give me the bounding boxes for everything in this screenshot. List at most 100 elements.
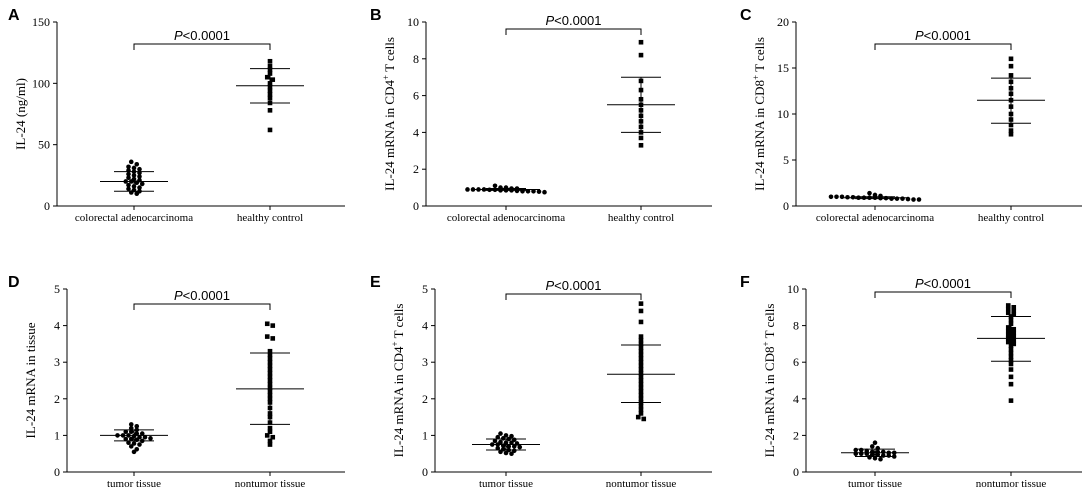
y-tick-label: 2 [422, 392, 428, 406]
data-point [511, 437, 517, 443]
data-point [131, 169, 137, 174]
data-point [267, 414, 273, 420]
data-point [267, 348, 273, 354]
data-point [638, 345, 644, 350]
data-point [1011, 312, 1017, 317]
data-point [128, 436, 134, 442]
y-axis-label: IL-24 (ng/ml) [13, 78, 28, 150]
data-point [267, 63, 273, 69]
data-point [894, 196, 900, 201]
data-point [1005, 332, 1011, 338]
data-point [131, 184, 137, 189]
data-point [638, 381, 644, 387]
data-point [641, 416, 647, 422]
data-point [542, 189, 547, 195]
data-point [880, 449, 886, 455]
data-point [137, 185, 142, 190]
x-category-label: colorectal adenocarcinoma [447, 212, 565, 224]
data-point [131, 433, 137, 439]
x-category-label: tumor tissue [848, 478, 902, 490]
y-axis-label: IL-24 mRNA in tissue [23, 322, 38, 438]
y-tick-label: 3 [54, 355, 60, 369]
y-tick-label: 0 [793, 465, 799, 479]
data-point [638, 407, 644, 413]
data-point [137, 170, 142, 176]
data-point [120, 433, 126, 438]
data-point [131, 449, 137, 455]
data-point [853, 451, 859, 457]
data-point [267, 84, 273, 90]
data-point [267, 442, 273, 447]
data-point [514, 188, 520, 194]
x-category-label: healthy control [978, 212, 1044, 224]
data-point [638, 130, 644, 135]
data-point [1005, 328, 1011, 334]
data-point [134, 180, 140, 185]
data-point [267, 381, 273, 387]
series-group-2 [977, 303, 1045, 403]
p-value-label: P<0.0001 [174, 288, 230, 303]
data-point [889, 196, 894, 201]
data-point [517, 444, 523, 450]
data-point [878, 195, 883, 201]
data-point [142, 434, 148, 440]
panel-E: E 0 1 2 3 4 5 tumor tissue nontumor tissue IL-24 … [370, 274, 712, 490]
y-tick-label: 20 [777, 15, 789, 29]
data-point [875, 445, 881, 451]
data-point [498, 188, 503, 193]
data-point [139, 181, 145, 187]
data-point [900, 196, 905, 201]
significance-bracket [874, 43, 1012, 50]
data-point [638, 319, 644, 325]
data-point [853, 447, 859, 453]
data-point [134, 437, 140, 443]
data-point [131, 441, 137, 446]
data-point [1005, 303, 1011, 308]
data-point [126, 186, 131, 192]
p-value-label: P<0.0001 [915, 28, 971, 43]
data-point [1008, 374, 1014, 380]
data-point [638, 135, 644, 141]
y-axis-label: IL-24 mRNA in CD8+ T cells [761, 304, 777, 458]
data-point [638, 348, 644, 354]
data-point [498, 431, 503, 436]
data-point [492, 183, 498, 189]
x-category-label: healthy control [237, 212, 303, 224]
data-point [638, 113, 644, 119]
data-point [1008, 73, 1014, 78]
data-point [126, 175, 131, 181]
data-point [638, 96, 644, 102]
data-point [267, 92, 273, 97]
data-point [506, 444, 512, 449]
series-group-2 [607, 39, 675, 148]
data-point [267, 352, 273, 358]
data-point [123, 179, 129, 184]
data-point [465, 187, 470, 192]
data-point [270, 77, 276, 82]
series-group-2 [236, 321, 304, 447]
data-point [878, 456, 883, 462]
x-category-label: nontumor tissue [235, 478, 306, 490]
data-point [267, 367, 273, 372]
data-point [638, 363, 644, 369]
data-point [126, 440, 131, 446]
data-point [511, 444, 517, 449]
data-point [867, 195, 872, 201]
significance-bracket [133, 43, 271, 50]
data-point [1008, 122, 1014, 128]
x-category-label: tumor tissue [479, 478, 533, 490]
data-point [267, 108, 273, 113]
y-tick-label: 3 [422, 355, 428, 369]
data-point [1008, 131, 1014, 137]
data-point [1008, 381, 1014, 387]
y-tick-label: 10 [787, 282, 799, 296]
data-point [492, 438, 498, 444]
data-point [1008, 354, 1014, 360]
significance-bracket [874, 291, 1012, 298]
data-point [500, 436, 506, 441]
data-point [1008, 91, 1014, 97]
data-point [1005, 325, 1011, 330]
data-point [850, 194, 856, 200]
data-point [911, 197, 916, 202]
